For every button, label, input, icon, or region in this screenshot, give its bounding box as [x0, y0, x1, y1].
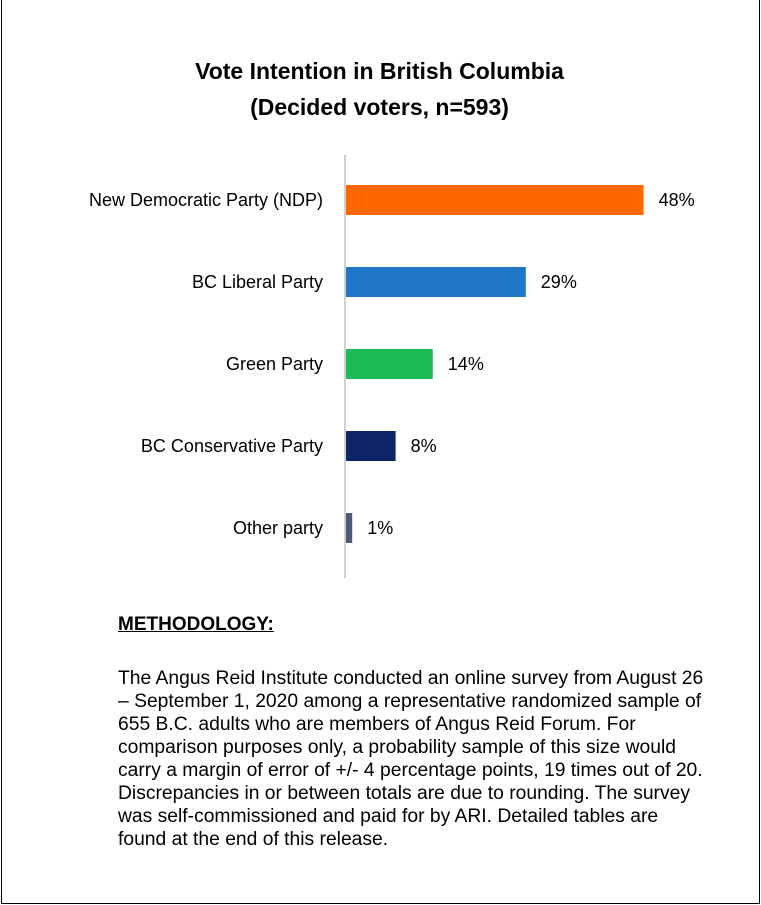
category-label-0: New Democratic Party (NDP) — [89, 190, 323, 210]
value-label-2: 14% — [448, 354, 484, 374]
category-label-1: BC Liberal Party — [192, 272, 323, 292]
value-label-0: 48% — [659, 190, 695, 210]
bar-4 — [346, 513, 353, 543]
category-label-2: Green Party — [226, 354, 323, 374]
value-label-4: 1% — [367, 518, 393, 538]
bar-1 — [346, 267, 526, 297]
chart-title: Vote Intention in British Columbia — [195, 58, 564, 84]
methodology-body: The Angus Reid Institute conducted an on… — [118, 668, 704, 850]
chart-subtitle: (Decided voters, n=593) — [250, 94, 509, 120]
bar-chart: New Democratic Party (NDP) 48% BC Liberal … — [89, 155, 695, 578]
value-label-1: 29% — [541, 272, 577, 292]
category-label-4: Other party — [233, 518, 323, 538]
bar-0 — [346, 185, 644, 215]
methodology-heading: METHODOLOGY: — [118, 614, 274, 635]
value-label-3: 8% — [411, 436, 437, 456]
bar-2 — [346, 349, 433, 379]
category-label-3: BC Conservative Party — [141, 436, 323, 456]
bar-3 — [346, 431, 396, 461]
